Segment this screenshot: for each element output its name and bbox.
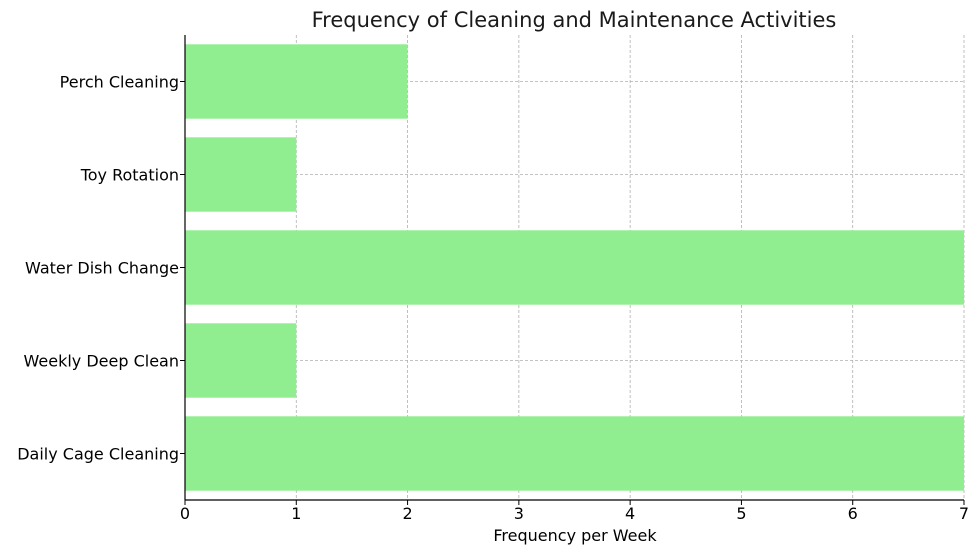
x-tick-label: 6	[848, 504, 858, 523]
bar	[185, 323, 297, 398]
bar	[185, 44, 408, 119]
x-tick-label: 3	[514, 504, 524, 523]
y-tick-labels: Daily Cage Cleaning Weekly Deep Clean Wate…	[17, 73, 179, 464]
chart-title: Frequency of Cleaning and Maintenance Ac…	[312, 8, 837, 32]
x-tick-label: 1	[291, 504, 301, 523]
bar	[185, 137, 297, 212]
y-tick-label: Toy Rotation	[80, 166, 179, 185]
y-tick-label: Water Dish Change	[25, 259, 179, 278]
y-tick-label: Weekly Deep Clean	[24, 352, 180, 371]
axes	[180, 35, 965, 505]
x-axis-label: Frequency per Week	[493, 526, 657, 545]
bars	[185, 44, 964, 491]
x-tick-labels: 0 1 2 3 4 5 6 7	[180, 504, 969, 523]
bar	[185, 230, 964, 305]
y-tick-label: Perch Cleaning	[60, 73, 179, 92]
bar	[185, 416, 964, 491]
x-tick-label: 5	[736, 504, 746, 523]
x-tick-label: 7	[959, 504, 969, 523]
y-tick-label: Daily Cage Cleaning	[17, 445, 179, 464]
x-tick-label: 0	[180, 504, 190, 523]
x-tick-label: 2	[402, 504, 412, 523]
x-tick-label: 4	[625, 504, 635, 523]
